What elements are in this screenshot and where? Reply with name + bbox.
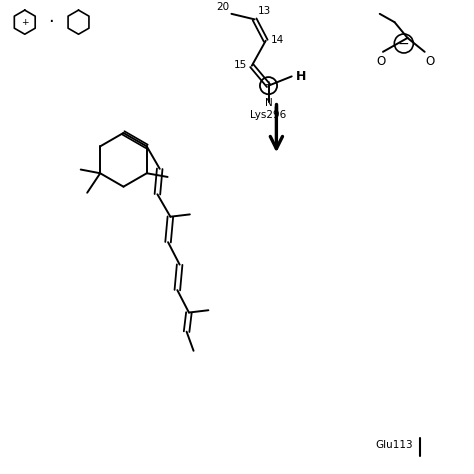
Text: Lys296: Lys296: [250, 110, 287, 120]
Text: O: O: [426, 55, 435, 68]
Text: 20: 20: [216, 2, 229, 12]
Text: 14: 14: [270, 35, 283, 45]
Text: 13: 13: [258, 6, 271, 16]
Text: +: +: [21, 18, 28, 27]
Text: H: H: [295, 70, 306, 83]
Text: O: O: [376, 55, 385, 68]
Text: ·: ·: [48, 13, 54, 31]
Text: −: −: [398, 36, 410, 51]
Text: 15: 15: [234, 60, 247, 70]
Text: Glu113: Glu113: [375, 440, 413, 450]
Text: +: +: [264, 80, 273, 90]
Text: N: N: [264, 98, 273, 108]
